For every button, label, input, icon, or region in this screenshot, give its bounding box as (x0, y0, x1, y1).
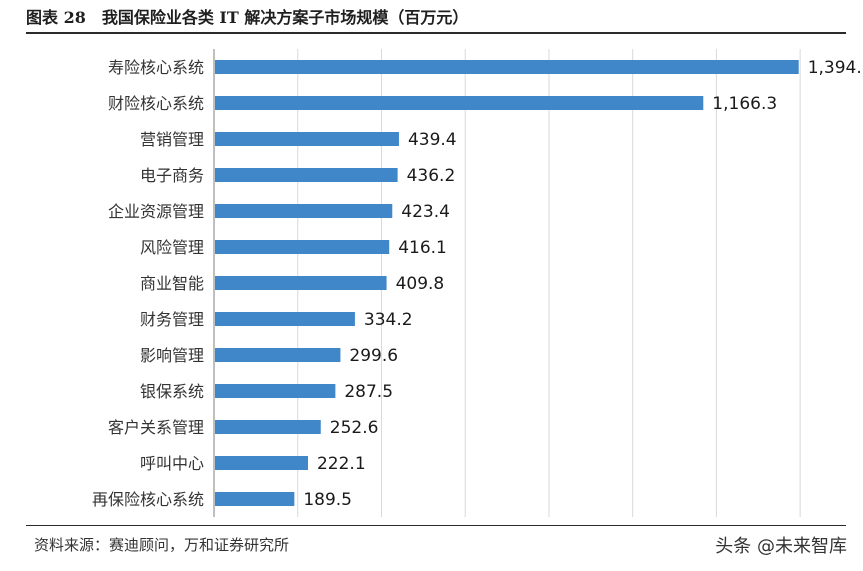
bar (215, 276, 387, 290)
watermark: 头条 @未来智库 (715, 536, 847, 557)
bar (215, 168, 398, 182)
bar (215, 456, 308, 470)
data-label: 334.2 (364, 310, 413, 330)
data-label: 439.4 (408, 130, 457, 150)
category-label: 客户关系管理 (108, 418, 204, 437)
data-label: 299.6 (349, 346, 398, 366)
data-label: 287.5 (344, 382, 393, 402)
category-label: 寿险核心系统 (108, 58, 204, 77)
bar (215, 384, 336, 398)
figure-title-bar: 图表 28 我国保险业各类 IT 解决方案子市场规模（百万元） (26, 6, 846, 34)
figure-label: 图表 28 (26, 8, 86, 27)
category-label: 财务管理 (140, 310, 204, 329)
category-label: 企业资源管理 (108, 202, 204, 221)
source-note: 资料来源：赛迪顾问，万和证券研究所 (34, 536, 290, 554)
category-label: 电子商务 (140, 166, 204, 185)
bar (215, 492, 295, 506)
bar-chart: 寿险核心系统 1,394.2 财险核心系统 1,166.3 营销管理 439.4 电子商务 4… (92, 49, 863, 517)
bar (215, 240, 390, 254)
data-label: 436.2 (407, 166, 456, 186)
bar (215, 348, 341, 362)
data-label: 189.5 (303, 490, 352, 510)
category-label: 商业智能 (140, 274, 204, 293)
category-label: 营销管理 (140, 130, 204, 149)
bar (215, 60, 799, 74)
data-label: 1,394.2 (808, 58, 863, 78)
category-label: 呼叫中心 (140, 454, 204, 473)
category-label: 风险管理 (140, 238, 204, 257)
category-label: 影响管理 (140, 346, 204, 365)
category-label: 再保险核心系统 (92, 490, 204, 509)
bar (215, 132, 399, 146)
bar (215, 420, 321, 434)
category-label: 银保系统 (140, 382, 204, 401)
bar (215, 312, 355, 326)
category-label: 财险核心系统 (108, 94, 204, 113)
footer-rule (26, 525, 846, 526)
data-label: 409.8 (396, 274, 445, 294)
data-label: 423.4 (401, 202, 450, 222)
figure-title: 我国保险业各类 IT 解决方案子市场规模（百万元） (101, 8, 469, 27)
bar (215, 96, 704, 110)
data-label: 252.6 (330, 418, 379, 438)
data-label: 1,166.3 (712, 94, 777, 114)
data-label: 416.1 (398, 238, 447, 258)
data-label: 222.1 (317, 454, 366, 474)
bar (215, 204, 393, 218)
